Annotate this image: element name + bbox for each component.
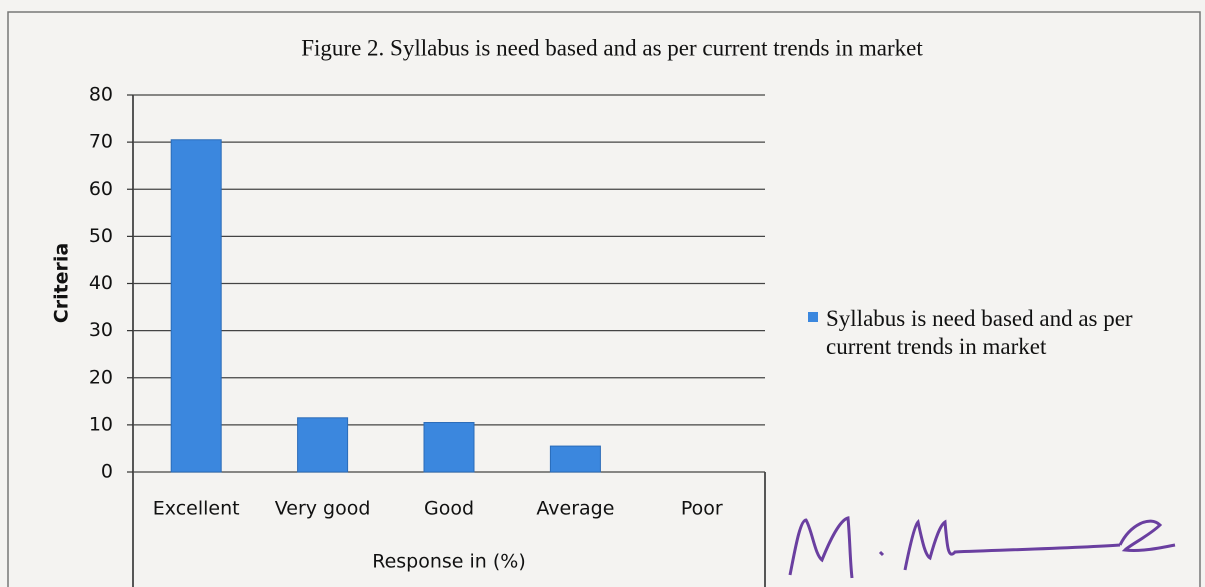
chart-title: Figure 2. Syllabus is need based and as …: [301, 35, 923, 60]
x-tick-label: Good: [424, 498, 474, 520]
y-tick-label: 40: [89, 272, 113, 294]
x-tick-label: Average: [536, 498, 614, 520]
x-tick-label: Excellent: [153, 498, 240, 520]
frame: [7, 11, 1201, 587]
bar: [297, 417, 349, 473]
y-tick-label: 30: [89, 319, 113, 341]
x-axis-label: Response in (%): [372, 551, 526, 573]
x-tick-label: Very good: [275, 498, 371, 520]
y-tick-label: 20: [89, 366, 113, 388]
bar: [549, 445, 601, 473]
bar: [423, 422, 475, 473]
y-tick-label: 70: [89, 131, 113, 153]
y-tick-label: 0: [101, 461, 113, 483]
y-tick-label: 10: [89, 413, 113, 435]
bar: [170, 139, 222, 473]
legend-marker: [808, 312, 818, 322]
x-tick-label: Poor: [681, 498, 723, 520]
y-axis-label: Criteria: [51, 243, 73, 324]
y-tick-label: 60: [89, 178, 113, 200]
y-tick-label: 50: [89, 225, 113, 247]
y-tick-label: 80: [89, 84, 113, 106]
legend-label: Syllabus is need based and as per curren…: [826, 306, 1133, 359]
signature: [788, 516, 1176, 579]
